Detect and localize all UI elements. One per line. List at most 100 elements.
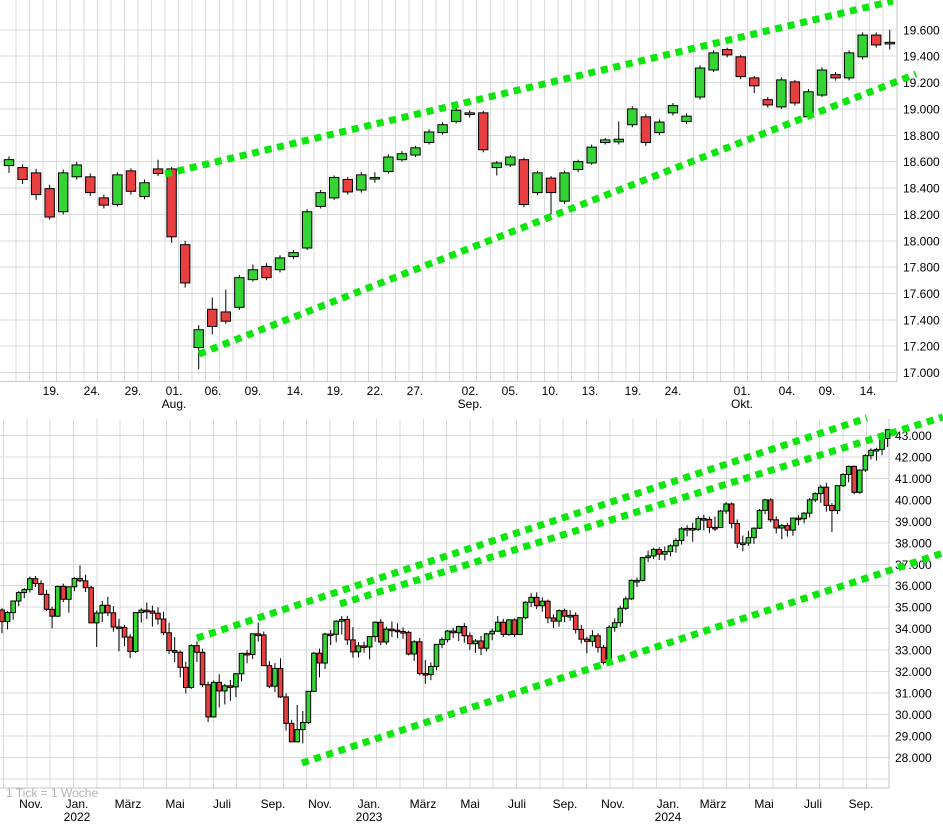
candle-body [623,598,629,609]
candle-body [400,630,406,634]
candle-body [816,69,828,96]
candle-body [355,645,362,653]
y-axis-label: 19.200 [903,76,940,90]
candle-body [517,617,523,635]
candle-body [437,124,448,134]
candle-body [144,609,150,613]
candle-body [30,172,42,196]
candle-body [572,161,584,171]
candle-body [740,542,746,546]
y-axis-label: 18.200 [903,208,940,222]
candle-body [589,635,596,642]
candle-body [21,589,28,594]
candle-body [32,578,39,585]
candle-body [843,52,855,79]
candle-body [244,652,250,656]
candle-body [220,311,232,322]
candle-body [751,527,757,539]
candle-body [640,116,652,144]
candle-body [879,437,885,450]
candle-body [199,651,206,686]
candle-body [315,192,326,207]
candle-body [595,635,601,648]
candle-body [3,159,15,167]
x-axis-label: 01. [734,384,751,398]
candle-body [851,465,858,493]
x-axis-label: 22. [367,384,384,398]
candle-body [721,49,733,56]
candle-body [728,503,735,524]
x-axis-sublabel: 2022 [64,810,91,824]
candle-body [735,56,746,78]
candle-body [450,109,462,122]
candle-body [461,626,468,637]
candle-body [491,162,503,169]
x-axis-label: Juli [508,797,526,811]
candle-body [428,665,434,676]
x-axis-label: Nov. [19,797,43,811]
x-axis-label: 09. [245,384,262,398]
candle-body [327,633,334,637]
candle-body [745,537,752,544]
x-axis-label: 02. [462,384,479,398]
candle-body [845,465,852,476]
y-axis-label: 36.000 [895,579,932,593]
candle-body [27,578,33,591]
candle-body [584,638,590,642]
x-axis-sublabel: Okt. [731,397,753,411]
candle-body [88,587,94,624]
candle-body [311,652,317,692]
candle-body [511,619,518,635]
candle-body [489,630,495,635]
candle-body [299,722,306,731]
plot-border [0,0,898,382]
candle-body [472,640,479,645]
candle-body [627,108,638,126]
x-axis-label: 10. [542,384,559,398]
x-axis-label: Jan. [657,797,680,811]
candle-body [54,585,61,617]
y-axis-label: 19.600 [903,23,940,37]
candle-body [650,548,657,557]
candle-body [274,257,286,271]
candle-body [862,455,869,471]
candle-body [116,626,122,630]
candle-body [372,621,378,638]
y-axis-label: 39.000 [895,515,932,529]
candle-body [288,722,295,743]
candle-body [288,252,299,258]
candle-body [366,636,373,648]
candle-body [494,621,501,632]
candle-body [93,612,100,624]
candle-body [645,555,651,559]
candle-body [613,138,624,143]
candle-body [411,641,417,655]
x-axis-label: 13. [582,384,599,398]
candle-body [734,522,741,544]
candle-body [830,74,841,79]
y-axis-label: 18.400 [903,182,940,196]
x-axis-label: 19. [327,384,344,398]
candle-body [689,527,696,531]
candle-body [550,617,557,622]
candle-body [812,493,819,501]
x-axis-label: Sep. [849,797,874,811]
candle-body [233,673,239,688]
candle-body [505,156,516,166]
y-axis-label: 43.000 [895,429,932,443]
y-axis-label: 38.000 [895,536,932,550]
dax-daily-chart[interactable]: 19.600 19.400 19.200 19.000 18.800 18.600 18.4… [0,0,940,411]
x-axis-label: Mai [165,797,184,811]
y-axis-label: 17.200 [903,340,940,354]
candle-body [277,667,284,698]
channel-mid-line [338,413,943,608]
candle-body [125,170,137,192]
candle-body [518,159,530,205]
dow-weekly-chart[interactable]: 43.00042.00041.00040.00039.00038.00037.0… [0,413,943,824]
candle-body [17,167,28,180]
candle-body [673,539,679,547]
candle-body [177,651,184,668]
candle-body [405,631,412,655]
candle-body [681,115,692,122]
